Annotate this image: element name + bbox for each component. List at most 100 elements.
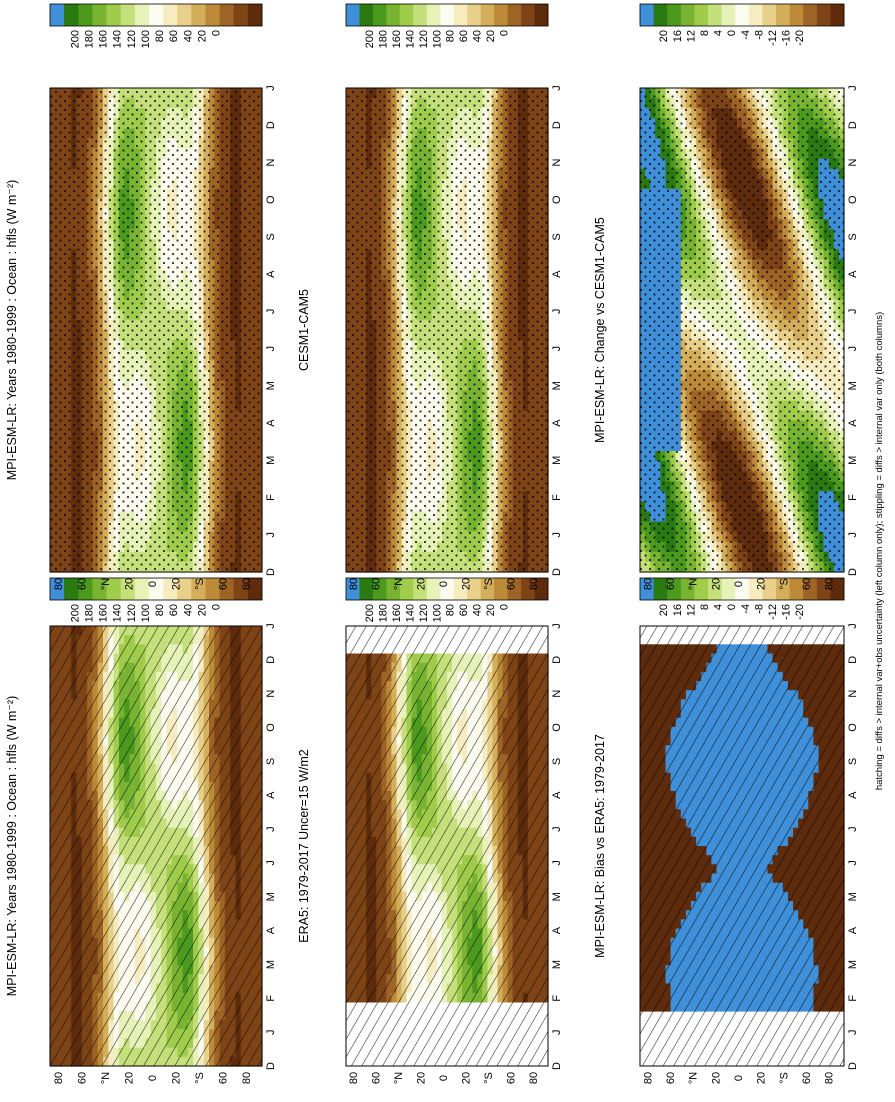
lat-tick-label: 0 (147, 581, 159, 587)
month-tick-label: J (265, 623, 277, 629)
colorbar-tick-label: 80 (154, 30, 166, 42)
stippling-overlay (50, 88, 262, 572)
month-tick-label: N (265, 158, 277, 166)
lat-tick-label: 60 (218, 1072, 230, 1084)
plot-frame (49, 625, 263, 1067)
colorbar-swatch (50, 578, 65, 600)
month-tick-label: F (265, 995, 277, 1002)
month-tick-label: A (265, 270, 277, 278)
colorbar-tick-label: 100 (140, 30, 152, 48)
month-tick-label: A (265, 419, 277, 427)
colorbar-swatch (233, 578, 249, 600)
colorbar-swatch (219, 4, 235, 26)
lat-tick-label: 60 (76, 578, 88, 590)
colorbar-tick-label: 60 (168, 604, 180, 616)
lat-tick-label: 20 (123, 1072, 135, 1084)
lat-tick-label: 80 (241, 1072, 253, 1084)
colorbar-tick-label: 0 (211, 30, 223, 36)
colorbar-tick-label: 180 (83, 604, 95, 622)
month-tick-label: O (265, 723, 277, 732)
colorbar-swatch (205, 578, 220, 600)
month-tick-label: D (265, 121, 277, 129)
colorbar-swatch (191, 578, 206, 600)
colorbar-swatch (134, 4, 150, 26)
colorbar-swatch (163, 4, 178, 26)
month-tick-label: M (265, 892, 277, 901)
colorbar-tick-label: 120 (126, 604, 138, 622)
colorbar-swatch (50, 4, 65, 26)
colorbar-tick-label: 200 (69, 604, 81, 622)
month-tick-label: S (265, 758, 277, 765)
colorbar-swatch (64, 578, 79, 600)
colorbar-swatch (148, 4, 164, 26)
month-tick-label: D (265, 1062, 277, 1070)
colorbar-tick-label: 180 (83, 30, 95, 48)
lat-tick-label: 0 (147, 1075, 159, 1081)
lat-tick-label: 60 (218, 578, 230, 590)
panel-0: 80 60 °N 20 0 20 °S 60 80DJFMAMJJASONDJMPI-ESM-L… (5, 577, 277, 1084)
colorbar-swatch (191, 4, 206, 26)
colorbar-swatch (92, 578, 107, 600)
month-tick-label: J (265, 346, 277, 352)
month-tick-label: M (265, 456, 277, 465)
colorbar-swatch (134, 578, 150, 600)
lat-tick-label: 20 (123, 578, 135, 590)
colorbar-swatch (148, 578, 164, 600)
lat-tick-label: °S (194, 1072, 206, 1084)
colorbar-tick-label: 0 (211, 604, 223, 610)
colorbar-swatch (64, 4, 79, 26)
lat-tick-label: 20 (171, 1072, 183, 1084)
colorbar-tick-label: 140 (112, 604, 124, 622)
colorbar-swatch (120, 578, 136, 600)
month-tick-label: M (265, 381, 277, 390)
colorbar-tick-label: 40 (182, 604, 194, 616)
month-tick-label: J (265, 532, 277, 538)
colorbar-swatch (205, 4, 220, 26)
colorbar-tick-label: 20 (197, 30, 209, 42)
colorbar-swatch (78, 4, 93, 26)
month-tick-label: J (265, 826, 277, 832)
lat-tick-label: °N (100, 578, 112, 590)
colorbar-swatch (247, 4, 263, 26)
colorbar-tick-label: 60 (168, 30, 180, 42)
colorbar-swatch (177, 578, 192, 600)
colorbar-tick-label: 120 (126, 30, 138, 48)
colorbar-swatch (219, 578, 235, 600)
colorbar-swatch (106, 578, 121, 600)
month-tick-label: O (265, 195, 277, 204)
panel-1: 80 60 °N 20 0 20 °S 60 80DJFMAMJJASONDJMPI-ESM-L… (5, 3, 277, 590)
colorbar-swatch (163, 578, 178, 600)
colorbar-swatch (233, 4, 249, 26)
month-tick-label: M (265, 960, 277, 969)
colorbar-frame (49, 577, 263, 601)
lat-tick-label: 80 (53, 578, 65, 590)
month-tick-label: J (265, 85, 277, 91)
colorbar-tick-label: 40 (182, 30, 194, 42)
month-tick-label: N (265, 690, 277, 698)
month-tick-label: F (265, 494, 277, 501)
month-tick-label: J (265, 309, 277, 315)
colorbar-swatch (78, 578, 93, 600)
lat-tick-label: °N (100, 1072, 112, 1084)
colorbar-swatch (92, 4, 107, 26)
month-tick-label: A (265, 791, 277, 799)
colorbar-swatch (106, 4, 121, 26)
colorbar-tick-label: 160 (98, 604, 110, 622)
colorbar-tick-label: 160 (98, 30, 110, 48)
colorbar-tick-label: 100 (140, 604, 152, 622)
colorbar-tick-label: 20 (197, 604, 209, 616)
colorbar-tick-label: 200 (69, 30, 81, 48)
colorbar-swatch (177, 4, 192, 26)
colorbar-swatch (247, 578, 263, 600)
panel-title: MPI-ESM-LR: Years 1980-1999 : Ocean : hf… (5, 180, 19, 480)
colorbar-swatch (120, 4, 136, 26)
lat-tick-label: 80 (53, 1072, 65, 1084)
lat-tick-label: 80 (241, 578, 253, 590)
lat-tick-label: °S (194, 578, 206, 590)
lat-tick-label: 20 (171, 578, 183, 590)
month-tick-label: D (265, 568, 277, 576)
month-tick-label: J (265, 1029, 277, 1035)
panel-title: MPI-ESM-LR: Years 1980-1999 : Ocean : hf… (5, 696, 19, 996)
